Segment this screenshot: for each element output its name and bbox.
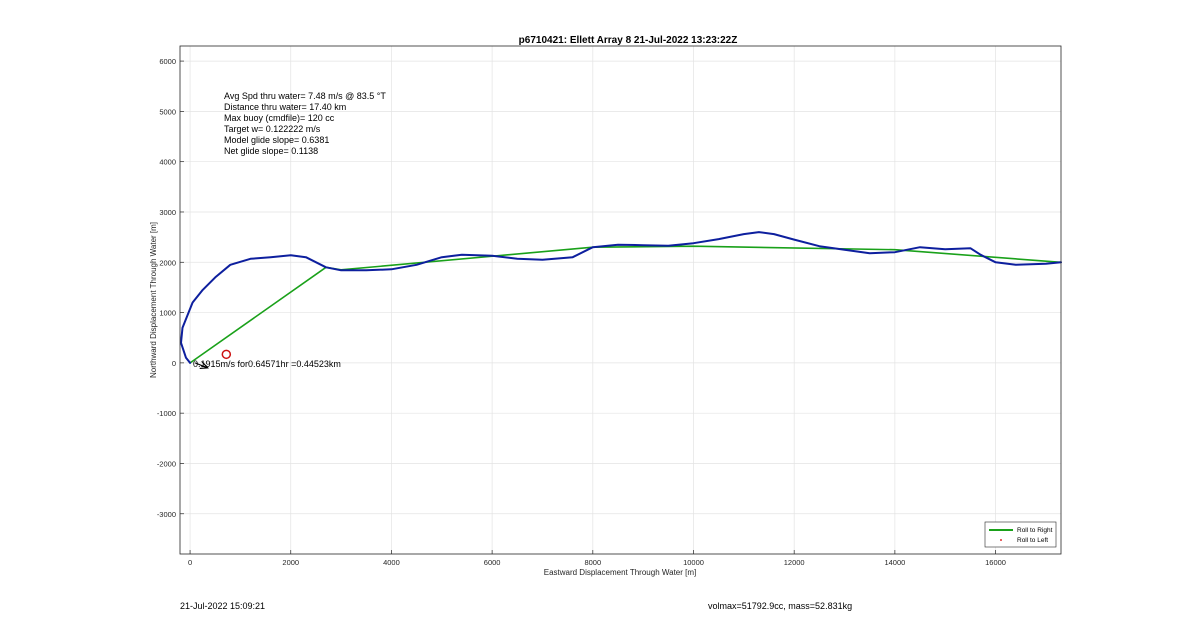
- chart-title: p6710421: Ellett Array 8 21-Jul-2022 13:…: [519, 35, 738, 46]
- stats-line-net-glide: Net glide slope= 0.1138: [224, 146, 318, 156]
- stats-line-target-w: Target w= 0.122222 m/s: [224, 124, 321, 134]
- y-tick-label: 6000: [159, 57, 176, 66]
- x-tick-label: 16000: [985, 558, 1006, 567]
- y-axis-label: Northward Displacement Through Water [m]: [149, 222, 158, 378]
- x-tick-label: 14000: [884, 558, 905, 567]
- plot-frame: [179, 45, 1062, 555]
- stats-line-distance: Distance thru water= 17.40 km: [224, 102, 346, 112]
- y-tick-label: -3000: [157, 510, 176, 519]
- x-tick-label: 8000: [584, 558, 601, 567]
- series-layer: [180, 231, 1062, 364]
- stats-block: Avg Spd thru water= 7.48 m/s @ 83.5 °T D…: [224, 91, 386, 156]
- y-tick-label: 3000: [159, 208, 176, 217]
- current-arrow-shaft: [194, 362, 208, 369]
- series-line-track: [180, 231, 1062, 364]
- legend-label-roll-right: Roll to Right: [1017, 527, 1053, 534]
- stats-line-speed: Avg Spd thru water= 7.48 m/s @ 83.5 °T: [224, 91, 386, 101]
- y-tick-label: 1000: [159, 309, 176, 318]
- current-arrow-head: [199, 361, 209, 370]
- tick-labels: 0 2000 4000 6000 8000 10000 12000 14000 16000-30…: [157, 57, 1006, 567]
- y-tick-label: 0: [172, 359, 176, 368]
- x-tick-label: 12000: [784, 558, 805, 567]
- y-tick-label: -2000: [157, 459, 176, 468]
- legend-box: [984, 521, 1057, 548]
- footer-vol-mass: volmax=51792.9cc, mass=52.831kg: [708, 601, 853, 611]
- y-tick-label: 5000: [159, 107, 176, 116]
- stats-line-max-buoy: Max buoy (cmdfile)= 120 cc: [224, 113, 335, 123]
- x-tick-label: 0: [188, 558, 192, 567]
- y-tick-label: -1000: [157, 409, 176, 418]
- x-axis-label: Eastward Displacement Through Water [m]: [544, 568, 697, 577]
- x-tick-label: 2000: [282, 558, 299, 567]
- x-tick-label: 4000: [383, 558, 400, 567]
- y-tick-label: 4000: [159, 158, 176, 167]
- y-tick-label: 2000: [159, 258, 176, 267]
- grid-lines: [180, 46, 1061, 554]
- x-tick-label: 10000: [683, 558, 704, 567]
- annotation-layer: [194, 349, 232, 370]
- x-tick-label: 6000: [484, 558, 501, 567]
- footer-timestamp: 21-Jul-2022 15:09:21: [180, 601, 266, 611]
- legend-marker-roll-left: [1000, 539, 1002, 541]
- plot-background: [180, 46, 1061, 554]
- target-marker: [221, 349, 232, 360]
- legend-label-roll-left: Roll to Left: [1017, 537, 1048, 544]
- legend: Roll to Right Roll to Left: [984, 521, 1057, 548]
- stats-line-model-glide: Model glide slope= 0.6381: [224, 135, 329, 145]
- current-label: 0.1915m/s for0.64571hr =0.44523km: [193, 359, 341, 369]
